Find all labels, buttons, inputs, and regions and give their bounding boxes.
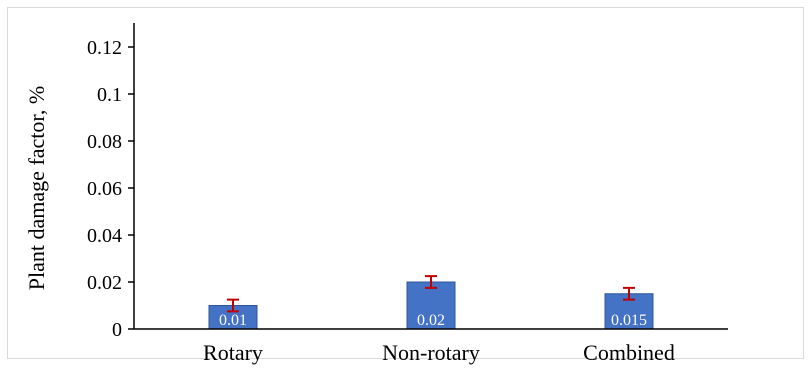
data-label: 0.01	[219, 312, 247, 329]
chart-frame	[7, 7, 804, 359]
error-bars	[227, 275, 635, 313]
bar-non-rotary	[406, 281, 456, 330]
y-tick-label: 0.02	[87, 272, 122, 294]
x-category-label: Non-rotary	[382, 340, 480, 365]
y-tick-label: 0.06	[87, 178, 122, 200]
y-axis-ticks: 0 0.02 0.04 0.06 0.08 0.1 0.12	[87, 37, 134, 341]
y-tick-label: 0.12	[87, 37, 122, 59]
y-tick-label: 0.04	[87, 225, 122, 247]
data-labels: 0.01 0.02 0.015	[219, 312, 647, 329]
y-tick-label: 0.1	[97, 84, 122, 106]
data-label: 0.02	[417, 312, 445, 329]
data-label: 0.015	[611, 312, 647, 329]
y-tick-label: 0.08	[87, 131, 122, 153]
y-axis-title: Plant damage factor, %	[24, 86, 49, 290]
x-category-label: Combined	[583, 340, 675, 365]
error-bar	[623, 286, 635, 301]
x-category-label: Rotary	[203, 340, 263, 365]
y-tick-label: 0	[112, 319, 122, 341]
error-bar	[227, 298, 239, 313]
x-axis-labels: Rotary Non-rotary Combined	[203, 340, 675, 365]
error-bar	[425, 275, 437, 289]
